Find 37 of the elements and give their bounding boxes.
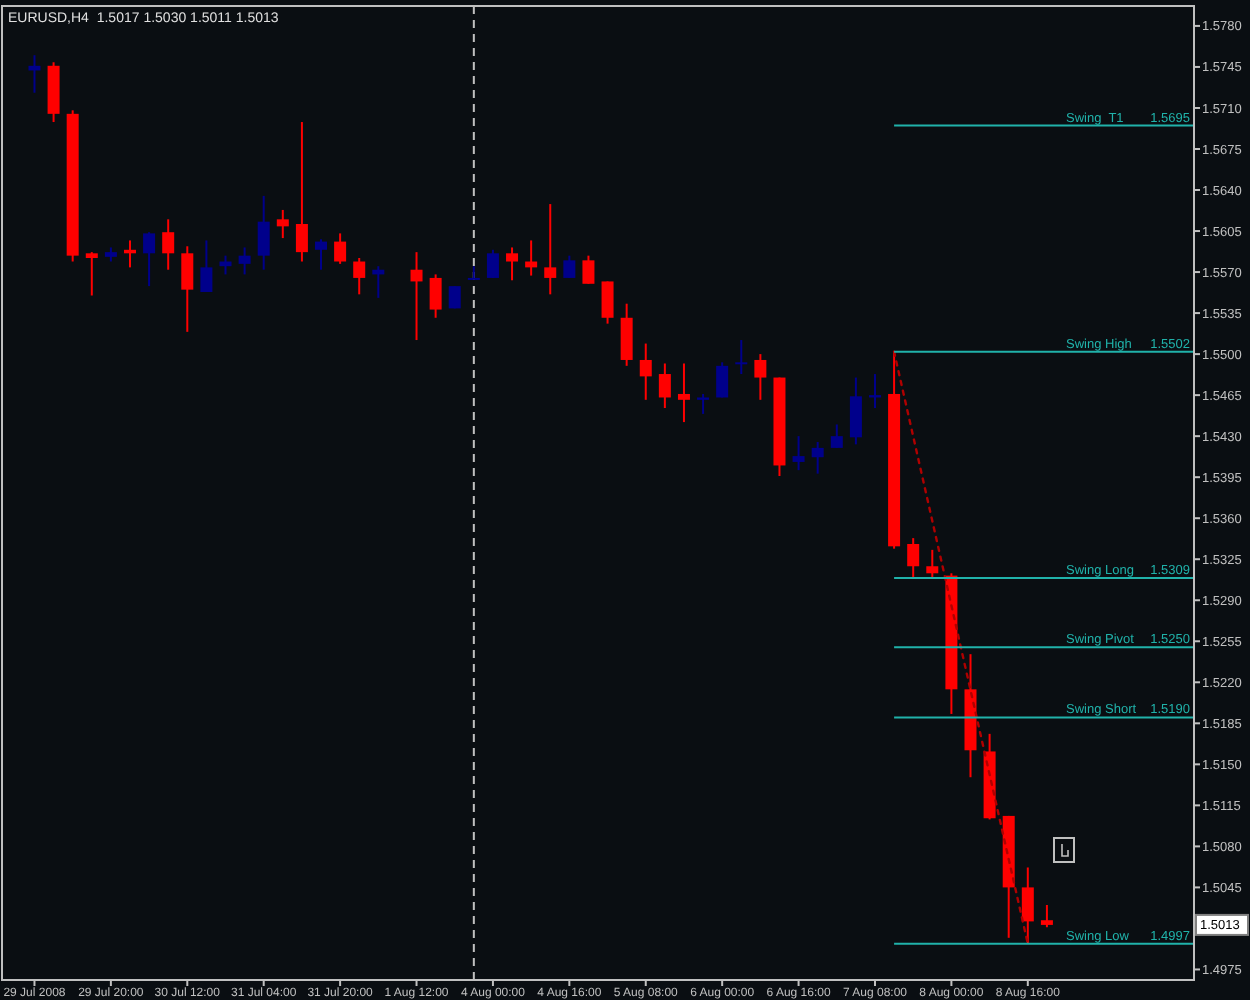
candlestick (85, 251, 98, 297)
candlestick (467, 265, 480, 281)
candlestick (353, 257, 366, 296)
candlestick (295, 121, 308, 263)
candlestick (276, 208, 289, 240)
candlestick (1021, 866, 1034, 945)
candlestick (181, 245, 194, 333)
candlestick (429, 273, 442, 319)
candlestick (830, 423, 843, 449)
candlestick (1040, 903, 1053, 929)
candlestick (849, 376, 862, 446)
candlestick (162, 218, 175, 271)
candlestick (677, 362, 690, 424)
candlestick (792, 435, 805, 472)
candlestick (658, 362, 671, 410)
candlestick (735, 339, 748, 376)
candlestick (410, 251, 423, 342)
candlestick (143, 231, 156, 288)
candlestick (238, 246, 251, 276)
candlestick (544, 203, 557, 296)
candlestick (620, 302, 633, 367)
candlestick (257, 194, 270, 271)
candlestick (716, 361, 729, 399)
candlestick (754, 353, 767, 401)
candlestick (582, 254, 595, 285)
candlestick (639, 342, 652, 401)
candlestick (811, 441, 824, 475)
candlestick (907, 537, 920, 579)
candlestick (506, 246, 519, 282)
candlestick (200, 239, 213, 293)
candlestick (697, 392, 710, 415)
candlestick (486, 248, 499, 279)
candlestick (315, 238, 328, 271)
candlestick (601, 280, 614, 325)
candlestick (334, 232, 347, 265)
candlestick (926, 548, 939, 579)
candlestick (563, 254, 576, 279)
